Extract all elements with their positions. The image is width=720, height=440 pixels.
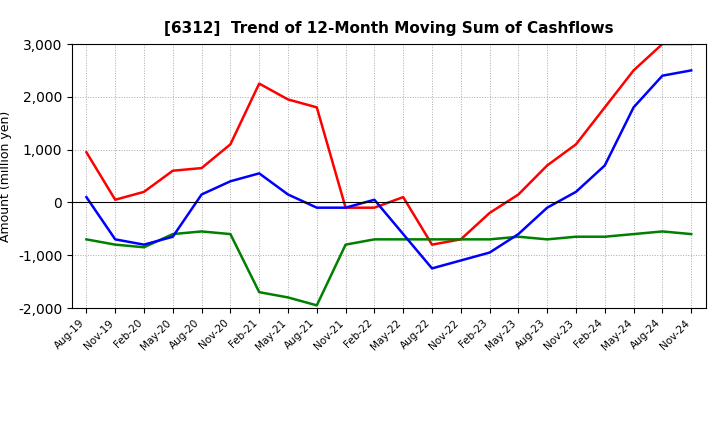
Operating Cashflow [629,68,638,73]
Free Cashflow [456,258,465,263]
Free Cashflow [629,105,638,110]
Operating Cashflow [168,168,177,173]
Operating Cashflow [140,189,148,194]
Free Cashflow [485,250,494,255]
Line: Free Cashflow: Free Cashflow [86,70,691,268]
Investing Cashflow [428,237,436,242]
Operating Cashflow [111,197,120,202]
Free Cashflow [428,266,436,271]
Operating Cashflow [485,210,494,216]
Investing Cashflow [341,242,350,247]
Operating Cashflow [226,142,235,147]
Operating Cashflow [82,150,91,155]
Operating Cashflow [255,81,264,86]
Operating Cashflow [687,41,696,47]
Free Cashflow [111,237,120,242]
Operating Cashflow [456,237,465,242]
Investing Cashflow [543,237,552,242]
Line: Operating Cashflow: Operating Cashflow [86,44,691,245]
Operating Cashflow [428,242,436,247]
Investing Cashflow [399,237,408,242]
Operating Cashflow [514,192,523,197]
Investing Cashflow [658,229,667,234]
Free Cashflow [543,205,552,210]
Free Cashflow [312,205,321,210]
Investing Cashflow [514,234,523,239]
Free Cashflow [168,234,177,239]
Y-axis label: Amount (million yen): Amount (million yen) [0,110,12,242]
Investing Cashflow [168,231,177,237]
Free Cashflow [370,197,379,202]
Free Cashflow [572,189,580,194]
Investing Cashflow [111,242,120,247]
Investing Cashflow [600,234,609,239]
Investing Cashflow [370,237,379,242]
Investing Cashflow [456,237,465,242]
Operating Cashflow [197,165,206,171]
Title: [6312]  Trend of 12-Month Moving Sum of Cashflows: [6312] Trend of 12-Month Moving Sum of C… [164,21,613,36]
Investing Cashflow [284,295,292,300]
Free Cashflow [82,194,91,200]
Free Cashflow [226,179,235,184]
Operating Cashflow [284,97,292,102]
Free Cashflow [514,231,523,237]
Operating Cashflow [312,105,321,110]
Free Cashflow [687,68,696,73]
Investing Cashflow [572,234,580,239]
Investing Cashflow [197,229,206,234]
Operating Cashflow [341,205,350,210]
Line: Investing Cashflow: Investing Cashflow [86,231,691,305]
Investing Cashflow [485,237,494,242]
Free Cashflow [284,192,292,197]
Free Cashflow [600,163,609,168]
Operating Cashflow [370,205,379,210]
Operating Cashflow [658,41,667,47]
Operating Cashflow [543,163,552,168]
Investing Cashflow [140,245,148,250]
Free Cashflow [399,231,408,237]
Investing Cashflow [255,290,264,295]
Investing Cashflow [687,231,696,237]
Investing Cashflow [629,231,638,237]
Investing Cashflow [312,303,321,308]
Operating Cashflow [600,105,609,110]
Operating Cashflow [572,142,580,147]
Investing Cashflow [82,237,91,242]
Free Cashflow [197,192,206,197]
Investing Cashflow [226,231,235,237]
Free Cashflow [255,171,264,176]
Free Cashflow [658,73,667,78]
Free Cashflow [140,242,148,247]
Free Cashflow [341,205,350,210]
Operating Cashflow [399,194,408,200]
